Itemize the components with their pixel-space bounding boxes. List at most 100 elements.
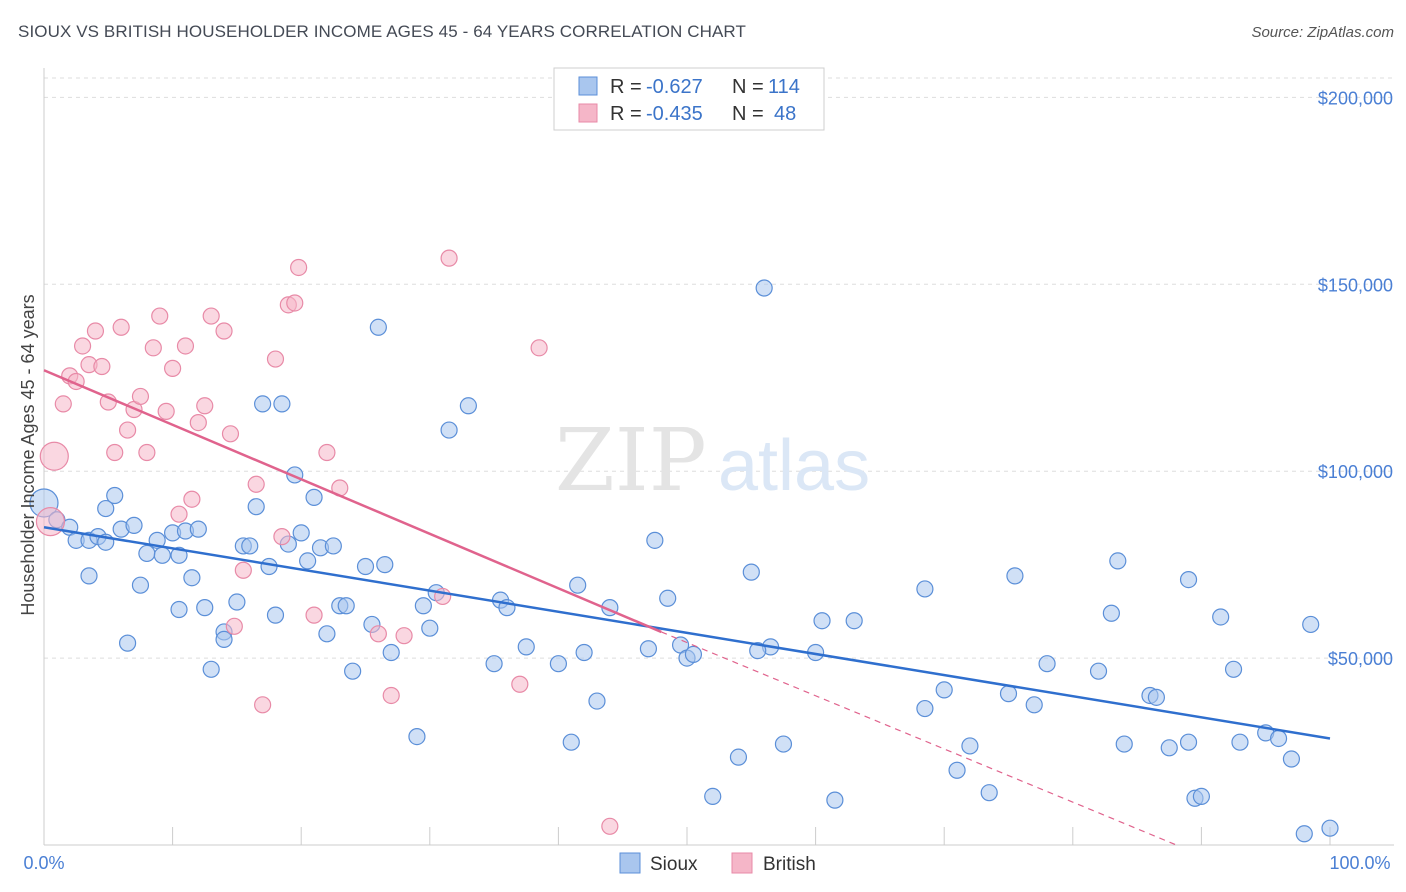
british-point [601,817,619,835]
british-point [112,318,130,336]
sioux-point [202,660,220,678]
sioux-point [138,544,156,563]
british-point [530,339,548,357]
sioux-point [440,421,458,439]
sioux-point [369,318,387,336]
sioux-point [421,619,439,637]
sioux-point [961,737,979,755]
sioux-point [774,735,793,753]
british-point [511,675,529,693]
british-point [131,387,150,406]
legend-n-value-sioux: 114 [768,76,800,98]
sioux-point [305,488,323,506]
british-point [93,357,111,376]
y-axis-tick-labels: $50,000 $100,000 $150,000 $200,000 [1318,88,1393,669]
sioux-point [189,520,207,538]
british-points [35,249,619,835]
british-point [273,528,291,546]
british-point [196,397,214,415]
sioux-point [254,395,272,413]
sioux-point [1109,552,1127,570]
sioux-point [318,625,336,643]
sioux-point [299,552,317,570]
legend-r-value-british: -0.435 [646,103,703,125]
british-point [286,294,304,312]
sioux-point [704,787,722,806]
sioux-point [999,685,1018,703]
sioux-points [29,279,1339,843]
sioux-point [813,612,831,630]
british-point [118,421,137,439]
sioux-point [266,606,285,624]
y-tick-label: $150,000 [1318,275,1393,295]
bottom-legend-swatch-sioux [619,852,641,874]
sioux-point [131,576,150,594]
sioux-point [1179,570,1198,589]
sioux-point [517,638,535,656]
british-point [35,507,66,537]
watermark-atlas: atlas [718,426,870,506]
legend-box [553,67,825,131]
sioux-point [324,537,342,555]
sioux-point [356,557,375,576]
sioux-point [215,630,233,649]
sioux-point [1192,787,1211,806]
sioux-point [742,563,760,581]
sioux-point [646,531,664,549]
sioux-point [549,655,568,673]
british-point [254,696,272,714]
sioux-point [1102,604,1120,622]
british-point [73,337,92,355]
x-axis-ticks [43,827,1331,845]
sioux-point [1269,729,1288,748]
source-note: Source: ZipAtlas.com [1251,24,1394,41]
sioux-point [569,576,587,594]
british-point [151,307,169,325]
sioux-point [260,557,278,576]
sioux-point [414,597,432,615]
sioux-point [337,597,355,615]
british-point [170,505,188,523]
british-point [86,322,105,340]
x-tick-label-min: 0.0% [23,853,64,873]
sioux-point [755,279,773,297]
legend-r-label-british: R = [610,103,642,125]
british-point [176,337,195,355]
british-point [39,441,69,471]
sioux-point [826,791,844,809]
sioux-point [1212,608,1230,626]
sioux-point [659,589,677,607]
british-point [164,359,182,377]
legend-r-value-sioux: -0.627 [646,76,703,98]
british-point [144,339,162,357]
chart-title: SIOUX VS BRITISH HOUSEHOLDER INCOME AGES… [18,22,746,41]
legend-n-label-british: N = [732,103,764,125]
sioux-point [1025,696,1043,714]
british-point [183,490,201,508]
sioux-point [106,486,124,505]
legend-r-label-sioux: R = [610,76,642,98]
sioux-point [1282,750,1301,768]
sioux-point [1160,739,1178,757]
sioux-point [125,516,143,534]
sioux-point [1302,615,1320,634]
bottom-legend-label-british: British [763,854,816,875]
sioux-point [639,640,658,658]
british-point [106,443,124,462]
sioux-point [1179,733,1198,751]
sioux-point [562,733,580,751]
sioux-point [1115,735,1133,753]
y-tick-label: $200,000 [1318,88,1393,108]
british-trend-extension [661,631,1177,846]
british-point [382,686,400,705]
british-trend-line [43,369,662,634]
sioux-point [916,699,934,718]
sioux-point [980,784,998,802]
sioux-point [1089,662,1108,680]
sioux-point [916,580,934,598]
sioux-point [376,556,394,574]
y-tick-label: $100,000 [1318,462,1393,482]
sioux-point [845,612,863,630]
british-point [225,617,243,635]
sioux-point [485,655,503,673]
